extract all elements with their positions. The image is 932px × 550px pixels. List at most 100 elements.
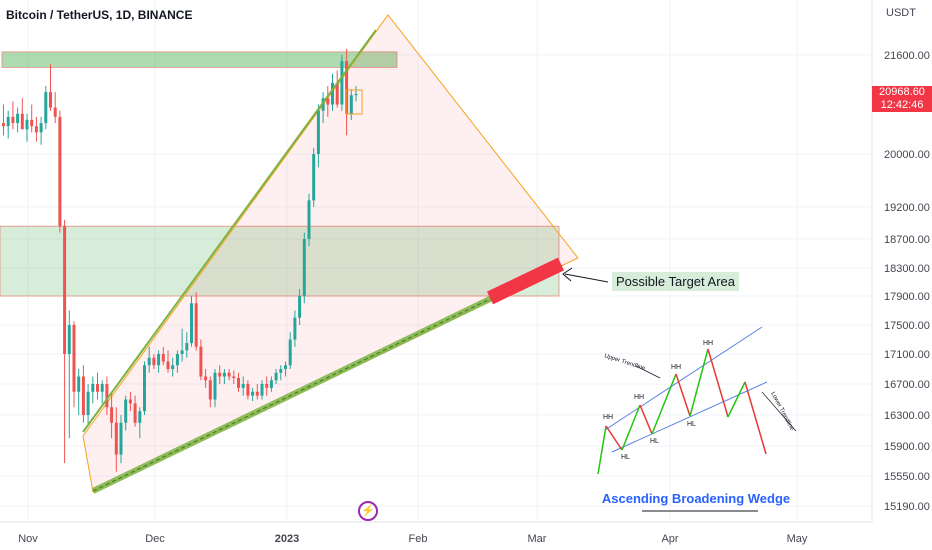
inset-hh-label: HH <box>703 340 713 347</box>
candle-body <box>279 369 283 373</box>
candle-body <box>335 82 339 105</box>
candle-body <box>288 339 292 366</box>
price-tick-label: 19200.00 <box>884 202 930 214</box>
candle-body <box>11 116 15 124</box>
candle-body <box>105 384 109 408</box>
candle-body <box>100 384 104 392</box>
supply-zone-lower <box>0 225 560 297</box>
candle-body <box>6 116 10 127</box>
inset-zigzag-segment <box>689 348 709 417</box>
candle-body <box>96 384 99 392</box>
candle-body <box>16 113 20 124</box>
candle-body <box>39 123 43 133</box>
candle-body <box>340 61 344 105</box>
candle-body <box>72 325 76 392</box>
time-tick-label: Dec <box>145 533 165 545</box>
candle-body <box>124 399 128 423</box>
candle-body <box>302 239 306 296</box>
candle-body <box>67 325 71 354</box>
price-axis[interactable]: USDT 21600.00 20000.00 19200.00 18700.00 1830… <box>871 0 932 550</box>
candle-body <box>119 422 123 455</box>
candle-body <box>20 113 24 130</box>
candle-body <box>91 384 95 392</box>
candle-body <box>298 296 302 318</box>
price-tick-label: 17900.00 <box>884 291 930 303</box>
broadening-wedge-triangle <box>82 14 579 493</box>
candle-body <box>316 110 320 154</box>
candle-body <box>326 98 330 105</box>
time-axis[interactable]: Nov Dec 2023 Feb Mar Apr May <box>0 521 872 545</box>
inset-upper-trendline <box>604 326 763 431</box>
candle-body <box>345 61 349 114</box>
candle-body <box>128 399 132 404</box>
candle-body <box>293 317 297 340</box>
candle-body <box>274 372 278 381</box>
candle-body <box>53 107 57 117</box>
candle-body <box>321 98 325 111</box>
candle-body <box>180 350 184 354</box>
inset-zigzag-segment <box>707 348 729 418</box>
candle-body <box>63 226 67 354</box>
price-tick-label: 15900.00 <box>884 441 930 453</box>
candle-body <box>246 384 250 396</box>
inset-zigzag-segment <box>651 373 677 435</box>
lower-trendline-dash <box>92 297 493 492</box>
candle-body <box>44 92 48 124</box>
candle-body <box>133 403 137 423</box>
candle-body <box>25 119 29 130</box>
candle-body <box>110 407 114 423</box>
inset-lower-trendline <box>611 381 768 453</box>
candle-body <box>2 123 5 127</box>
pattern-inset: HH HH HH HH HL HL HL Upper Trendline Lower Trend… <box>597 326 797 512</box>
candle-body <box>218 372 222 377</box>
inset-zigzag-segment <box>621 404 641 451</box>
chart-overlays <box>0 14 579 493</box>
tradingview-idea-icon[interactable]: ⚡ <box>358 501 378 521</box>
symbol-title: Bitcoin / TetherUS, 1D, BINANCE <box>6 8 193 22</box>
price-tick-label: 16300.00 <box>884 410 930 422</box>
candle-body <box>307 200 311 239</box>
candle-body <box>152 357 156 366</box>
candle-body <box>34 126 38 133</box>
candle-body <box>171 365 175 369</box>
candle-body <box>237 378 240 388</box>
candle-body <box>81 376 85 415</box>
candle-body <box>143 365 146 412</box>
candle-body <box>255 391 259 396</box>
last-price-badge: 20968.60 12:42:46 <box>872 86 932 112</box>
candle-body <box>175 354 179 366</box>
inset-zigzag-segment <box>597 425 607 475</box>
candle-body <box>58 116 62 227</box>
candle-body <box>251 391 255 396</box>
candle-body <box>199 346 203 377</box>
candle-body <box>166 361 170 369</box>
time-tick-label: Mar <box>528 533 547 545</box>
currency-label: USDT <box>886 7 916 19</box>
time-tick-label: May <box>787 533 808 545</box>
candle-body <box>241 384 245 388</box>
time-tick-label: 2023 <box>275 533 299 545</box>
candle-body <box>269 380 273 388</box>
price-tick-label: 20000.00 <box>884 149 930 161</box>
inset-hh-label: HH <box>603 414 613 421</box>
candle-body <box>161 354 165 362</box>
inset-lower-arrow <box>761 391 797 432</box>
candle-body <box>190 303 193 344</box>
candle-body <box>312 154 316 201</box>
price-tick-label: 16700.00 <box>884 379 930 391</box>
inset-hl-label: HL <box>650 438 659 445</box>
bar-countdown: 12:42:46 <box>880 99 924 111</box>
inset-hh-label: HH <box>634 394 644 401</box>
candle-body <box>157 354 161 366</box>
candle-body <box>204 376 208 381</box>
time-tick-label: Nov <box>18 533 38 545</box>
candle-body <box>284 365 287 369</box>
candle-body <box>260 384 264 396</box>
inset-title: Ascending Broadening Wedge <box>602 491 790 506</box>
candle-body <box>331 82 334 105</box>
price-tick-label: 21600.00 <box>884 50 930 62</box>
candle-body <box>354 94 358 96</box>
inset-upper-arrow <box>635 365 661 379</box>
chart-drawings <box>82 29 609 494</box>
